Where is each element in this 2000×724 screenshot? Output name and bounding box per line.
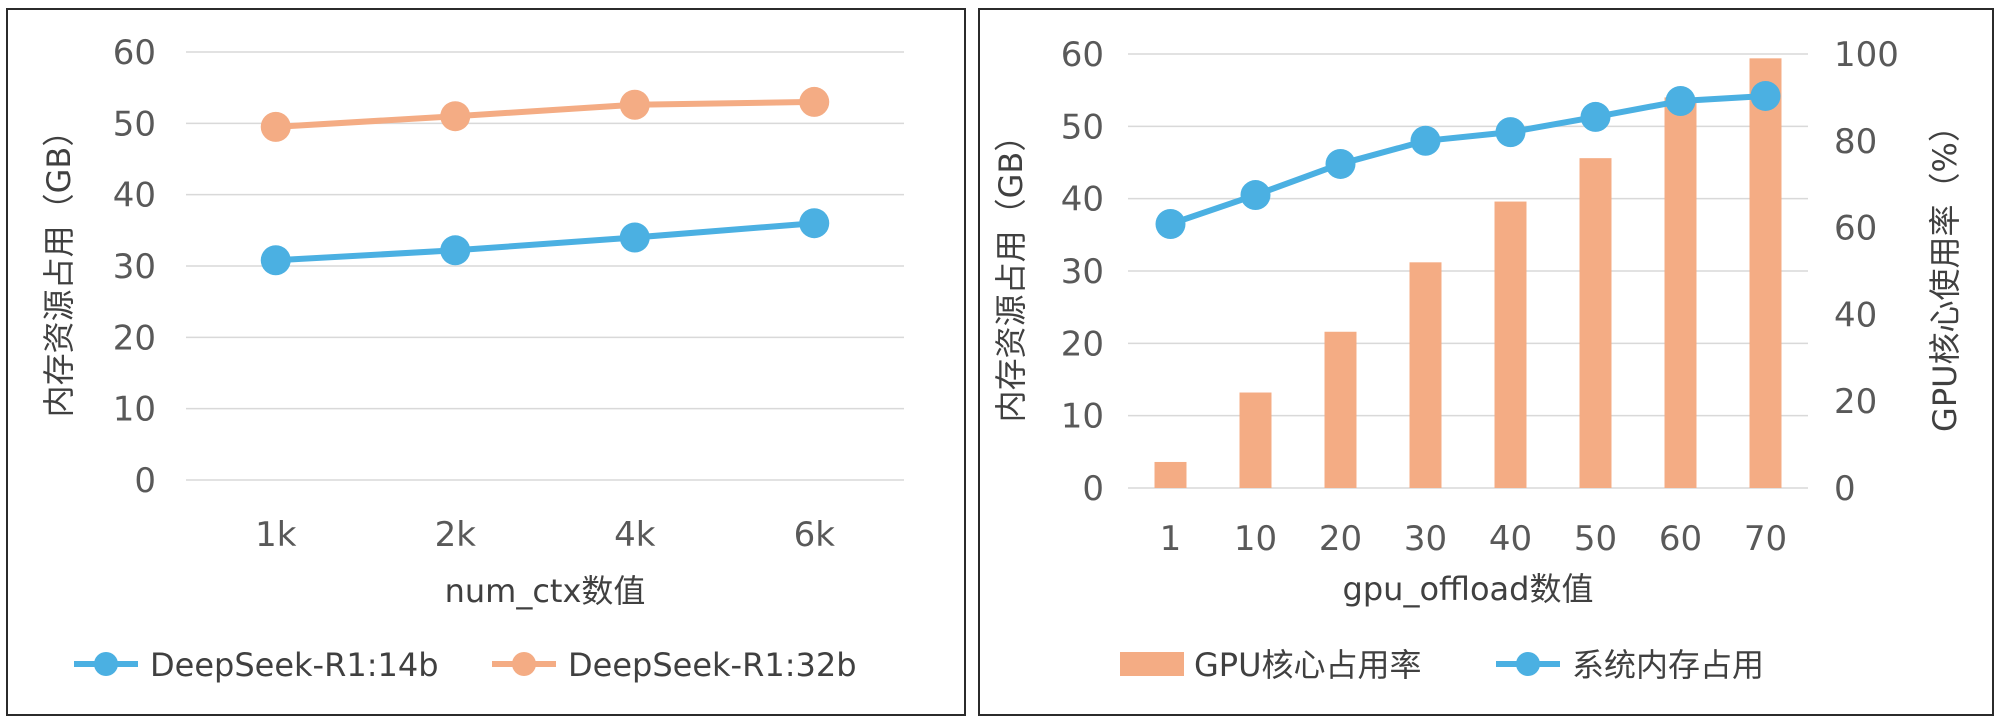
y-tick-label: 20 (1061, 324, 1104, 364)
data-point (799, 208, 830, 239)
chart-panel-right: 0 10 20 30 40 50 60 0 20 40 60 80 100 1 10 20 30 40 50 60 70… (978, 8, 1994, 716)
y2-tick-label: 60 (1834, 209, 1877, 249)
legend-label: DeepSeek-R1:14b (150, 646, 439, 684)
data-point (440, 235, 471, 266)
data-point (1495, 117, 1526, 148)
data-point (619, 89, 650, 120)
bar (1494, 201, 1527, 488)
data-point (260, 245, 291, 276)
y-tick-label: 10 (1061, 397, 1104, 437)
legend-label: 系统内存占用 (1572, 646, 1764, 684)
y-tick-label: 50 (113, 104, 156, 144)
bar (1579, 158, 1612, 488)
legend-swatch-bar (1120, 652, 1184, 676)
y2-tick-label: 80 (1834, 122, 1877, 162)
data-point (1325, 148, 1356, 179)
data-point (1580, 101, 1611, 132)
legend-label: DeepSeek-R1:32b (568, 646, 857, 684)
legend-label: GPU核心占用率 (1194, 646, 1422, 684)
bar (1664, 97, 1697, 489)
y-tick-label: 50 (1061, 107, 1104, 147)
x-tick-label: 6k (794, 515, 836, 555)
y-tick-label: 10 (113, 390, 156, 430)
y-axis-title: 内存资源占用（GB） (40, 115, 78, 418)
chart-panel-left: 0 10 20 30 40 50 60 1k 2k 4k 6k num_ctx数值 内存资源占用（GB）… (6, 8, 966, 716)
x-tick-label: 20 (1319, 519, 1362, 559)
y2-axis-title: GPU核心使用率（%） (1926, 110, 1964, 432)
x-tick-label: 10 (1234, 519, 1277, 559)
y2-tick-label: 0 (1834, 469, 1856, 509)
data-point (619, 222, 650, 253)
line-chart-left: 0 10 20 30 40 50 60 1k 2k 4k 6k num_ctx数值 内存资源占用（GB）… (40, 33, 904, 684)
bar (1239, 392, 1272, 488)
data-point (1665, 86, 1696, 117)
x-axis-title: num_ctx数值 (445, 572, 646, 610)
y-tick-label: 0 (1082, 469, 1104, 509)
y-tick-label: 60 (1061, 35, 1104, 75)
y-tick-label: 40 (1061, 180, 1104, 220)
y2-tick-label: 20 (1834, 382, 1877, 422)
combo-chart-right: 0 10 20 30 40 50 60 0 20 40 60 80 100 1 10 20 30 40 50 60 70… (992, 35, 1964, 684)
x-tick-label: 70 (1744, 519, 1787, 559)
y-tick-label: 20 (113, 318, 156, 358)
y-tick-label: 30 (113, 247, 156, 287)
y-tick-label: 0 (134, 461, 156, 501)
data-point (799, 86, 830, 117)
y-axis-title: 内存资源占用（GB） (992, 120, 1030, 423)
y2-tick-label: 40 (1834, 295, 1877, 335)
bar (1154, 461, 1187, 488)
legend-marker (512, 652, 536, 676)
y2-tick-label: 100 (1834, 35, 1899, 75)
bar (1749, 58, 1782, 489)
legend-marker (94, 652, 118, 676)
data-point (1155, 208, 1186, 239)
x-tick-label: 2k (435, 515, 477, 555)
x-axis-title: gpu_offload数值 (1343, 570, 1594, 608)
series-line-2 (275, 98, 815, 130)
x-tick-label: 1 (1160, 519, 1182, 559)
data-point (1410, 125, 1441, 156)
data-point (440, 101, 471, 132)
data-point (1750, 80, 1781, 111)
data-point (260, 111, 291, 142)
y-tick-label: 30 (1061, 252, 1104, 292)
x-tick-label: 40 (1489, 519, 1532, 559)
bar (1324, 331, 1357, 488)
data-point (1240, 180, 1271, 211)
x-tick-label: 50 (1574, 519, 1617, 559)
x-tick-label: 30 (1404, 519, 1447, 559)
y-tick-label: 60 (113, 33, 156, 73)
legend-marker (1516, 652, 1540, 676)
x-tick-label: 60 (1659, 519, 1702, 559)
x-tick-label: 4k (614, 515, 656, 555)
series-line-1 (275, 220, 815, 264)
y-tick-label: 40 (113, 176, 156, 216)
x-tick-label: 1k (255, 515, 297, 555)
bar (1409, 262, 1442, 488)
